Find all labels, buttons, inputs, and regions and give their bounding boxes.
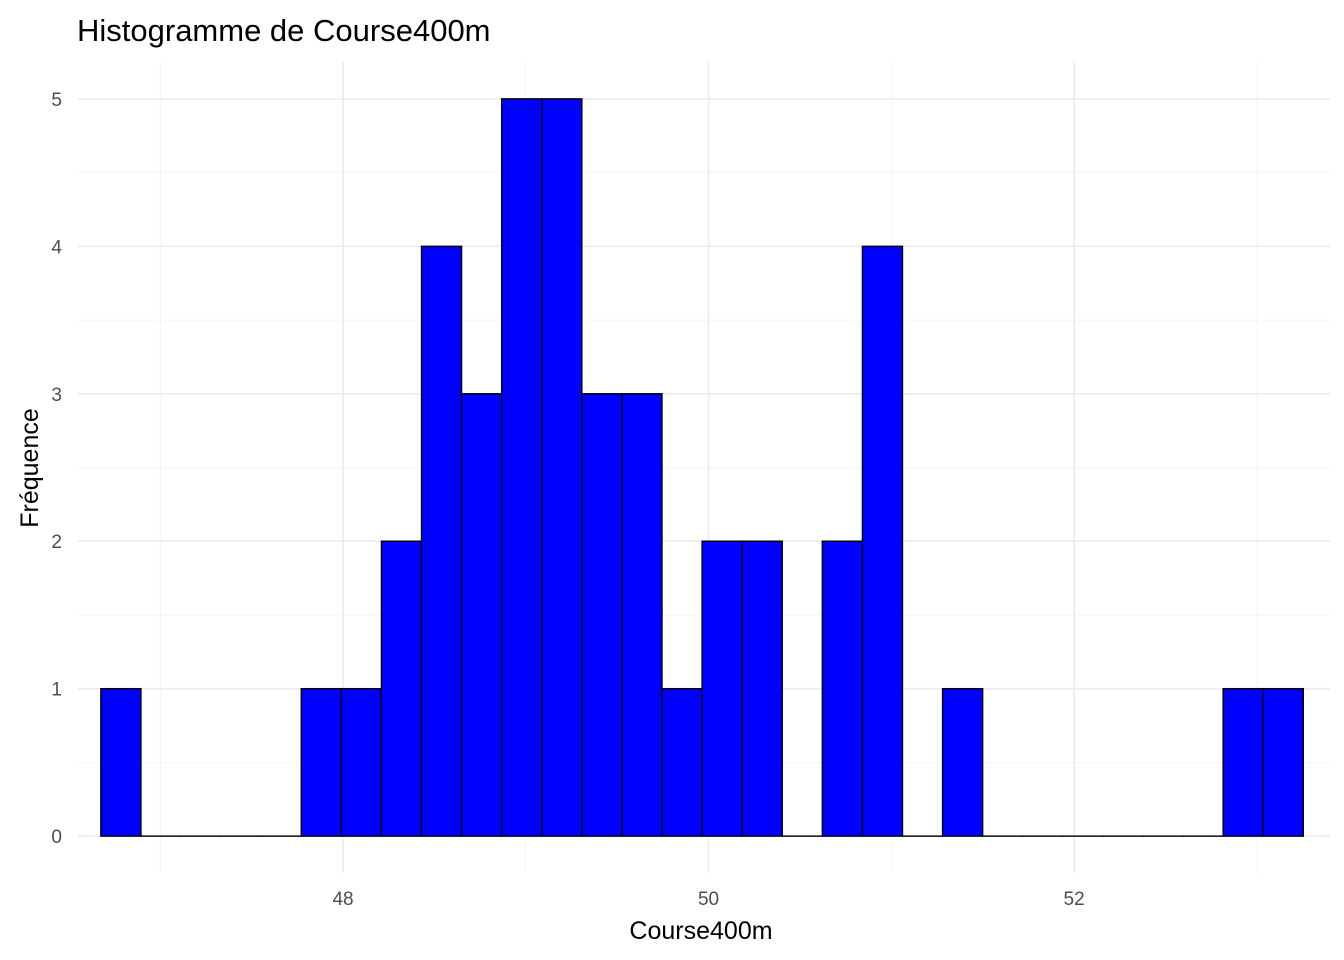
histogram-bar bbox=[941, 687, 984, 837]
chart-title: Histogramme de Course400m bbox=[77, 13, 491, 48]
x-tick-label: 48 bbox=[332, 889, 353, 910]
histogram-bar bbox=[661, 687, 703, 837]
x-tick-label: 50 bbox=[698, 889, 719, 910]
histogram-bar bbox=[460, 393, 503, 837]
histogram-bar bbox=[581, 393, 623, 837]
y-tick-label: 4 bbox=[51, 237, 62, 258]
y-axis-ticks: 0 1 2 3 4 5 bbox=[51, 90, 62, 848]
histogram-bar bbox=[500, 98, 543, 837]
histogram-bar bbox=[380, 540, 423, 837]
y-tick-label: 2 bbox=[51, 532, 62, 553]
histogram-bar bbox=[701, 540, 743, 837]
x-axis-title: Course400m bbox=[629, 917, 772, 945]
histogram-bar bbox=[541, 98, 583, 837]
histogram-bar bbox=[100, 687, 142, 837]
histogram-bar bbox=[340, 687, 383, 837]
histogram-bar bbox=[821, 540, 864, 837]
histogram-bar bbox=[861, 245, 904, 837]
y-tick-label: 3 bbox=[51, 385, 62, 406]
y-tick-label: 5 bbox=[51, 90, 62, 111]
y-axis-title: Fréquence bbox=[16, 408, 44, 528]
histogram-bar bbox=[300, 687, 343, 837]
bars bbox=[100, 98, 1305, 837]
x-tick-label: 52 bbox=[1064, 889, 1085, 910]
y-tick-label: 1 bbox=[51, 680, 62, 701]
histogram-bar bbox=[621, 393, 663, 837]
histogram-bar bbox=[1222, 687, 1264, 837]
histogram-bar bbox=[741, 540, 783, 837]
histogram-bar bbox=[420, 245, 463, 837]
y-tick-label: 0 bbox=[51, 827, 62, 848]
x-axis-ticks: 48 50 52 bbox=[332, 889, 1084, 910]
histogram-bar bbox=[1262, 687, 1305, 837]
